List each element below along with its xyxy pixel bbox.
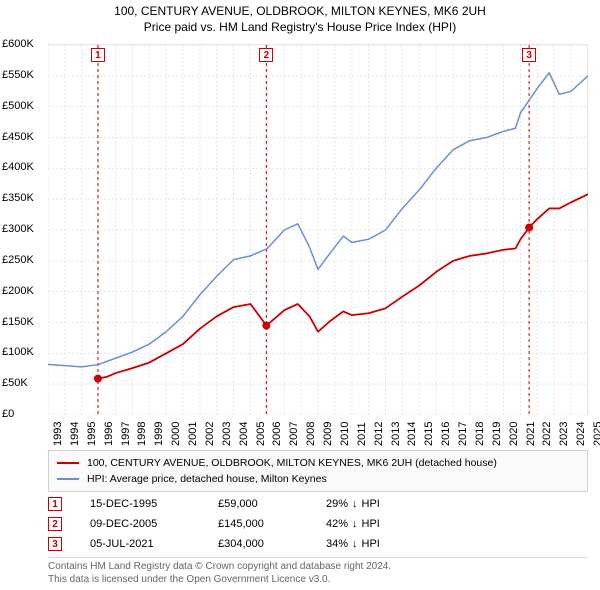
- event-marker-flag: 1: [91, 48, 105, 62]
- x-tick: 1995: [86, 422, 98, 446]
- event-marker-flag: 3: [522, 48, 536, 62]
- plot-area: [48, 44, 588, 414]
- y-tick: £200K: [2, 285, 46, 297]
- x-tick: 1993: [52, 422, 64, 446]
- x-tick: 2006: [271, 422, 283, 446]
- x-tick: 2020: [508, 422, 520, 446]
- event-diff-pct: 29%: [326, 498, 348, 510]
- event-row: 3 05-JUL-2021 £304,000 34% ↓ HPI: [48, 534, 588, 554]
- event-diff-pct: 42%: [326, 518, 348, 530]
- x-tick: 2017: [457, 422, 469, 446]
- x-tick: 1998: [136, 422, 148, 446]
- legend-label: 100, CENTURY AVENUE, OLDBROOK, MILTON KE…: [87, 457, 497, 469]
- legend-swatch: [57, 462, 79, 464]
- y-tick: £300K: [2, 223, 46, 235]
- copyright-notice: Contains HM Land Registry data © Crown c…: [48, 557, 588, 586]
- x-tick: 2009: [322, 422, 334, 446]
- y-tick: £250K: [2, 254, 46, 266]
- event-diff-suffix: HPI: [362, 498, 380, 510]
- arrow-down-icon: ↓: [352, 538, 358, 550]
- event-diff: 29% ↓ HPI: [326, 498, 380, 510]
- x-tick: 1994: [69, 422, 81, 446]
- event-price: £304,000: [218, 538, 298, 550]
- legend: 100, CENTURY AVENUE, OLDBROOK, MILTON KE…: [48, 450, 588, 492]
- y-tick: £150K: [2, 316, 46, 328]
- legend-label: HPI: Average price, detached house, Milt…: [87, 473, 327, 485]
- x-tick: 2024: [575, 422, 587, 446]
- event-date: 15-DEC-1995: [90, 498, 190, 510]
- event-marker-badge: 2: [48, 517, 62, 531]
- legend-entry: 100, CENTURY AVENUE, OLDBROOK, MILTON KE…: [57, 455, 579, 471]
- title-line-1: 100, CENTURY AVENUE, OLDBROOK, MILTON KE…: [0, 4, 600, 20]
- x-tick: 1999: [153, 422, 165, 446]
- event-diff: 34% ↓ HPI: [326, 538, 380, 550]
- x-tick: 2013: [390, 422, 402, 446]
- event-price: £145,000: [218, 518, 298, 530]
- x-tick: 2022: [541, 422, 553, 446]
- x-tick: 2014: [406, 422, 418, 446]
- x-tick: 2002: [204, 422, 216, 446]
- event-marker-flag: 2: [259, 48, 273, 62]
- x-tick: 1996: [103, 422, 115, 446]
- title-line-2: Price paid vs. HM Land Registry's House …: [0, 20, 600, 36]
- event-date: 05-JUL-2021: [90, 538, 190, 550]
- event-diff-suffix: HPI: [362, 538, 380, 550]
- event-diff-pct: 34%: [326, 538, 348, 550]
- x-tick: 2019: [491, 422, 503, 446]
- x-tick: 2001: [187, 422, 199, 446]
- x-tick: 2021: [525, 422, 537, 446]
- x-tick: 2008: [305, 422, 317, 446]
- x-tick: 2018: [474, 422, 486, 446]
- y-tick: £100K: [2, 346, 46, 358]
- event-marker-badge: 1: [48, 497, 62, 511]
- x-tick: 2015: [423, 422, 435, 446]
- event-row: 1 15-DEC-1995 £59,000 29% ↓ HPI: [48, 494, 588, 514]
- event-diff-suffix: HPI: [362, 518, 380, 530]
- x-tick: 2011: [356, 422, 368, 446]
- chart-container: 100, CENTURY AVENUE, OLDBROOK, MILTON KE…: [0, 0, 600, 590]
- x-tick: 2000: [170, 422, 182, 446]
- event-marker-badge: 3: [48, 537, 62, 551]
- y-tick: £350K: [2, 192, 46, 204]
- y-tick: £500K: [2, 100, 46, 112]
- y-tick: £50K: [2, 377, 46, 389]
- copyright-line-1: Contains HM Land Registry data © Crown c…: [48, 561, 391, 572]
- event-diff: 42% ↓ HPI: [326, 518, 380, 530]
- copyright-line-2: This data is licensed under the Open Gov…: [48, 574, 330, 585]
- y-tick: £450K: [2, 131, 46, 143]
- legend-entry: HPI: Average price, detached house, Milt…: [57, 471, 579, 487]
- x-tick: 2004: [238, 422, 250, 446]
- x-tick: 2005: [255, 422, 267, 446]
- title-block: 100, CENTURY AVENUE, OLDBROOK, MILTON KE…: [0, 0, 600, 35]
- events-table: 1 15-DEC-1995 £59,000 29% ↓ HPI 2 09-DEC-2005 £1…: [48, 494, 588, 554]
- arrow-down-icon: ↓: [352, 498, 358, 510]
- x-tick: 1997: [120, 422, 132, 446]
- y-tick: £400K: [2, 161, 46, 173]
- legend-swatch: [57, 478, 79, 480]
- x-tick: 2010: [339, 422, 351, 446]
- x-tick: 2012: [373, 422, 385, 446]
- x-tick: 2023: [558, 422, 570, 446]
- x-tick: 2003: [221, 422, 233, 446]
- event-price: £59,000: [218, 498, 298, 510]
- x-tick: 2007: [288, 422, 300, 446]
- x-tick: 2016: [440, 422, 452, 446]
- y-tick: £550K: [2, 69, 46, 81]
- x-tick: 2025: [592, 422, 600, 446]
- event-date: 09-DEC-2005: [90, 518, 190, 530]
- y-tick: £0: [2, 408, 46, 420]
- y-tick: £600K: [2, 38, 46, 50]
- chart-svg: [48, 45, 588, 415]
- arrow-down-icon: ↓: [352, 518, 358, 530]
- event-row: 2 09-DEC-2005 £145,000 42% ↓ HPI: [48, 514, 588, 534]
